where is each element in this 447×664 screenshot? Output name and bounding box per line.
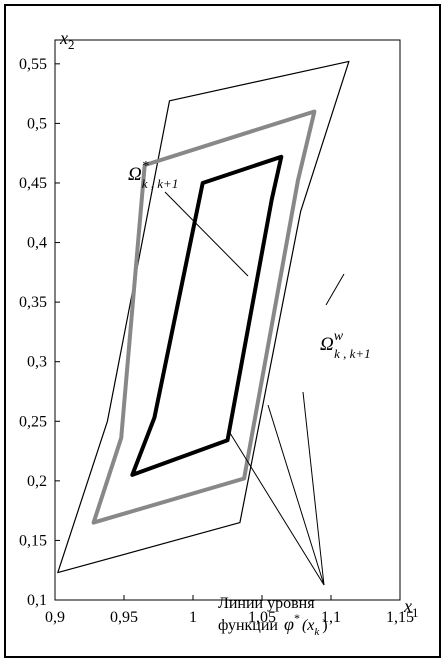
x-tick-label: 0,95: [110, 609, 138, 626]
level-lines-caption-2: функции φ* (xk): [218, 611, 328, 638]
omega-star-leader: [164, 191, 249, 277]
level-leader-1: [267, 404, 325, 586]
omega-w-label: Ωw k , k+1: [320, 329, 371, 361]
y-tick-label: 0,55: [19, 56, 47, 73]
region-inner: [130, 154, 284, 477]
region-outer: [57, 60, 350, 574]
y-tick-label: 0,15: [19, 532, 47, 549]
level-leader-2: [229, 432, 325, 586]
omega-star-label: Ω* k , k+1: [128, 159, 178, 191]
x-tick-label: 1,15: [386, 609, 414, 626]
y-axis-label: x2: [59, 28, 75, 52]
figure-frame: [4, 4, 441, 658]
y-tick-label: 0,35: [19, 294, 47, 311]
y-tick-label: 0,45: [19, 175, 47, 192]
region-middle: [91, 109, 317, 525]
x-axis-label: x1: [403, 596, 419, 620]
y-tick-label: 0,2: [27, 473, 47, 490]
x-tick-label: 1,05: [248, 609, 276, 626]
y-tick-label: 0,5: [27, 115, 47, 132]
y-tick-label: 0,1: [27, 592, 47, 609]
regions: [57, 60, 350, 574]
plot-area: [54, 39, 401, 601]
x-tick-label: 0,9: [45, 609, 65, 626]
omega-w-leader: [325, 273, 345, 306]
x-tick-label: 1,1: [321, 609, 341, 626]
axis-ticks: 0,9 0,95 1 1,05 1,1 1,15 0,1 0,15 0,2 0,25 0,3 0,35…: [19, 56, 414, 626]
y-tick-label: 0,4: [27, 235, 47, 252]
level-lines-caption-1: Линии уровня: [218, 595, 315, 612]
x-tick-label: 1: [189, 609, 197, 626]
level-leader-3: [302, 391, 325, 586]
y-tick-label: 0,25: [19, 413, 47, 430]
y-tick-label: 0,3: [27, 354, 47, 371]
